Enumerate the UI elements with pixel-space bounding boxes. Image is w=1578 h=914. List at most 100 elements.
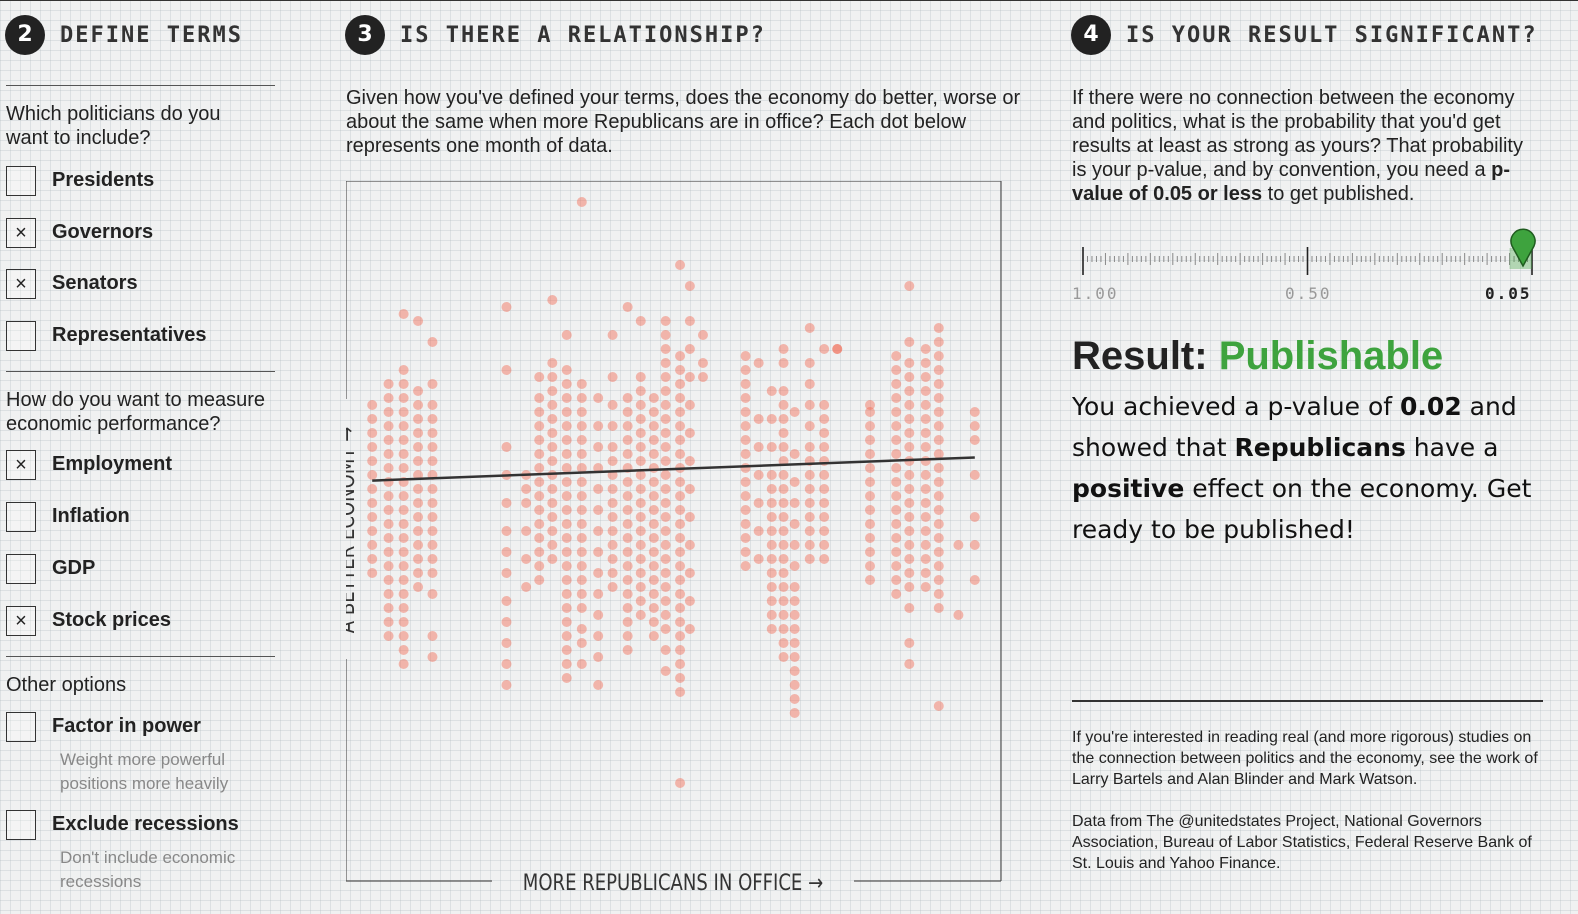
data-point	[920, 414, 931, 424]
data-point	[675, 778, 686, 788]
data-point	[969, 470, 980, 480]
data-point	[501, 659, 512, 669]
data-point	[398, 491, 409, 501]
define-terms-heading: DEFINE TERMS	[60, 23, 243, 48]
data-point	[920, 470, 931, 480]
exclude-recessions-checkbox[interactable]	[6, 810, 36, 840]
data-point	[778, 512, 789, 522]
representatives-checkbox[interactable]	[6, 321, 36, 351]
data-point	[819, 554, 830, 564]
data-point	[534, 421, 545, 431]
stock-prices-checkbox[interactable]: ×	[6, 606, 36, 636]
data-point	[920, 568, 931, 578]
data-point	[576, 463, 587, 473]
data-point	[789, 596, 800, 606]
data-point	[766, 554, 777, 564]
data-point	[675, 491, 686, 501]
data-point	[413, 582, 424, 592]
data-point	[367, 526, 378, 536]
data-point	[427, 512, 438, 522]
data-point	[635, 386, 646, 396]
data-point	[622, 519, 633, 529]
data-point	[660, 428, 671, 438]
data-point	[904, 442, 915, 452]
governors-checkbox[interactable]: ×	[6, 218, 36, 248]
data-point	[675, 407, 686, 417]
data-point	[740, 463, 751, 473]
step-4-badge: 4	[1071, 15, 1111, 55]
factor-in-power-label: Factor in power	[52, 715, 201, 737]
data-point	[832, 344, 843, 354]
presidents-label: Presidents	[52, 169, 155, 191]
data-point	[920, 540, 931, 550]
gdp-checkbox[interactable]	[6, 554, 36, 584]
p-value-marker-icon[interactable]	[1510, 228, 1536, 268]
data-point	[593, 442, 604, 452]
data-point	[383, 519, 394, 529]
data-point	[933, 491, 944, 501]
data-point	[904, 526, 915, 536]
data-point	[660, 358, 671, 368]
data-point	[561, 659, 572, 669]
data-point	[920, 344, 931, 354]
data-point	[648, 393, 659, 403]
data-point	[398, 533, 409, 543]
data-point	[648, 421, 659, 431]
data-point	[576, 533, 587, 543]
data-point	[534, 533, 545, 543]
data-point	[904, 540, 915, 550]
data-point	[398, 463, 409, 473]
data-point	[501, 302, 512, 312]
data-point	[427, 456, 438, 466]
data-point	[427, 568, 438, 578]
data-point	[593, 610, 604, 620]
data-point	[684, 428, 695, 438]
data-point	[789, 666, 800, 676]
data-point	[904, 337, 915, 347]
data-point	[920, 512, 931, 522]
data-point	[635, 610, 646, 620]
data-point	[576, 603, 587, 613]
data-point	[891, 505, 902, 515]
data-point	[920, 386, 931, 396]
scale-label-threshold: 0.05	[1485, 284, 1532, 303]
factor-in-power-checkbox[interactable]	[6, 712, 36, 742]
data-point	[660, 442, 671, 452]
data-point	[561, 617, 572, 627]
data-point	[675, 421, 686, 431]
employment-checkbox[interactable]: ×	[6, 450, 36, 480]
senators-checkbox[interactable]: ×	[6, 269, 36, 299]
data-point	[660, 498, 671, 508]
data-point	[427, 379, 438, 389]
intro-text: If there were no connection between the …	[1072, 87, 1523, 181]
data-point	[804, 554, 815, 564]
data-point	[398, 421, 409, 431]
p-value-scale	[1082, 228, 1536, 275]
data-point	[367, 512, 378, 522]
data-point	[383, 477, 394, 487]
data-point	[660, 645, 671, 655]
data-point	[969, 407, 980, 417]
data-point	[427, 484, 438, 494]
data-point	[684, 316, 695, 326]
data-point	[819, 498, 830, 508]
data-point	[933, 337, 944, 347]
data-point	[501, 596, 512, 606]
data-point	[753, 414, 764, 424]
data-point	[398, 659, 409, 669]
data-point	[660, 666, 671, 676]
data-point	[593, 484, 604, 494]
data-point	[865, 463, 875, 473]
scale-label-1: 1.00	[1072, 284, 1119, 303]
data-point	[766, 624, 777, 634]
presidents-checkbox[interactable]	[6, 166, 36, 196]
data-point	[593, 547, 604, 557]
data-point	[933, 589, 944, 599]
data-point	[648, 491, 659, 501]
result-text: have a	[1405, 433, 1499, 462]
data-point	[778, 526, 789, 536]
data-point	[635, 568, 646, 578]
inflation-checkbox[interactable]	[6, 502, 36, 532]
data-point	[576, 638, 587, 648]
data-point	[660, 596, 671, 606]
